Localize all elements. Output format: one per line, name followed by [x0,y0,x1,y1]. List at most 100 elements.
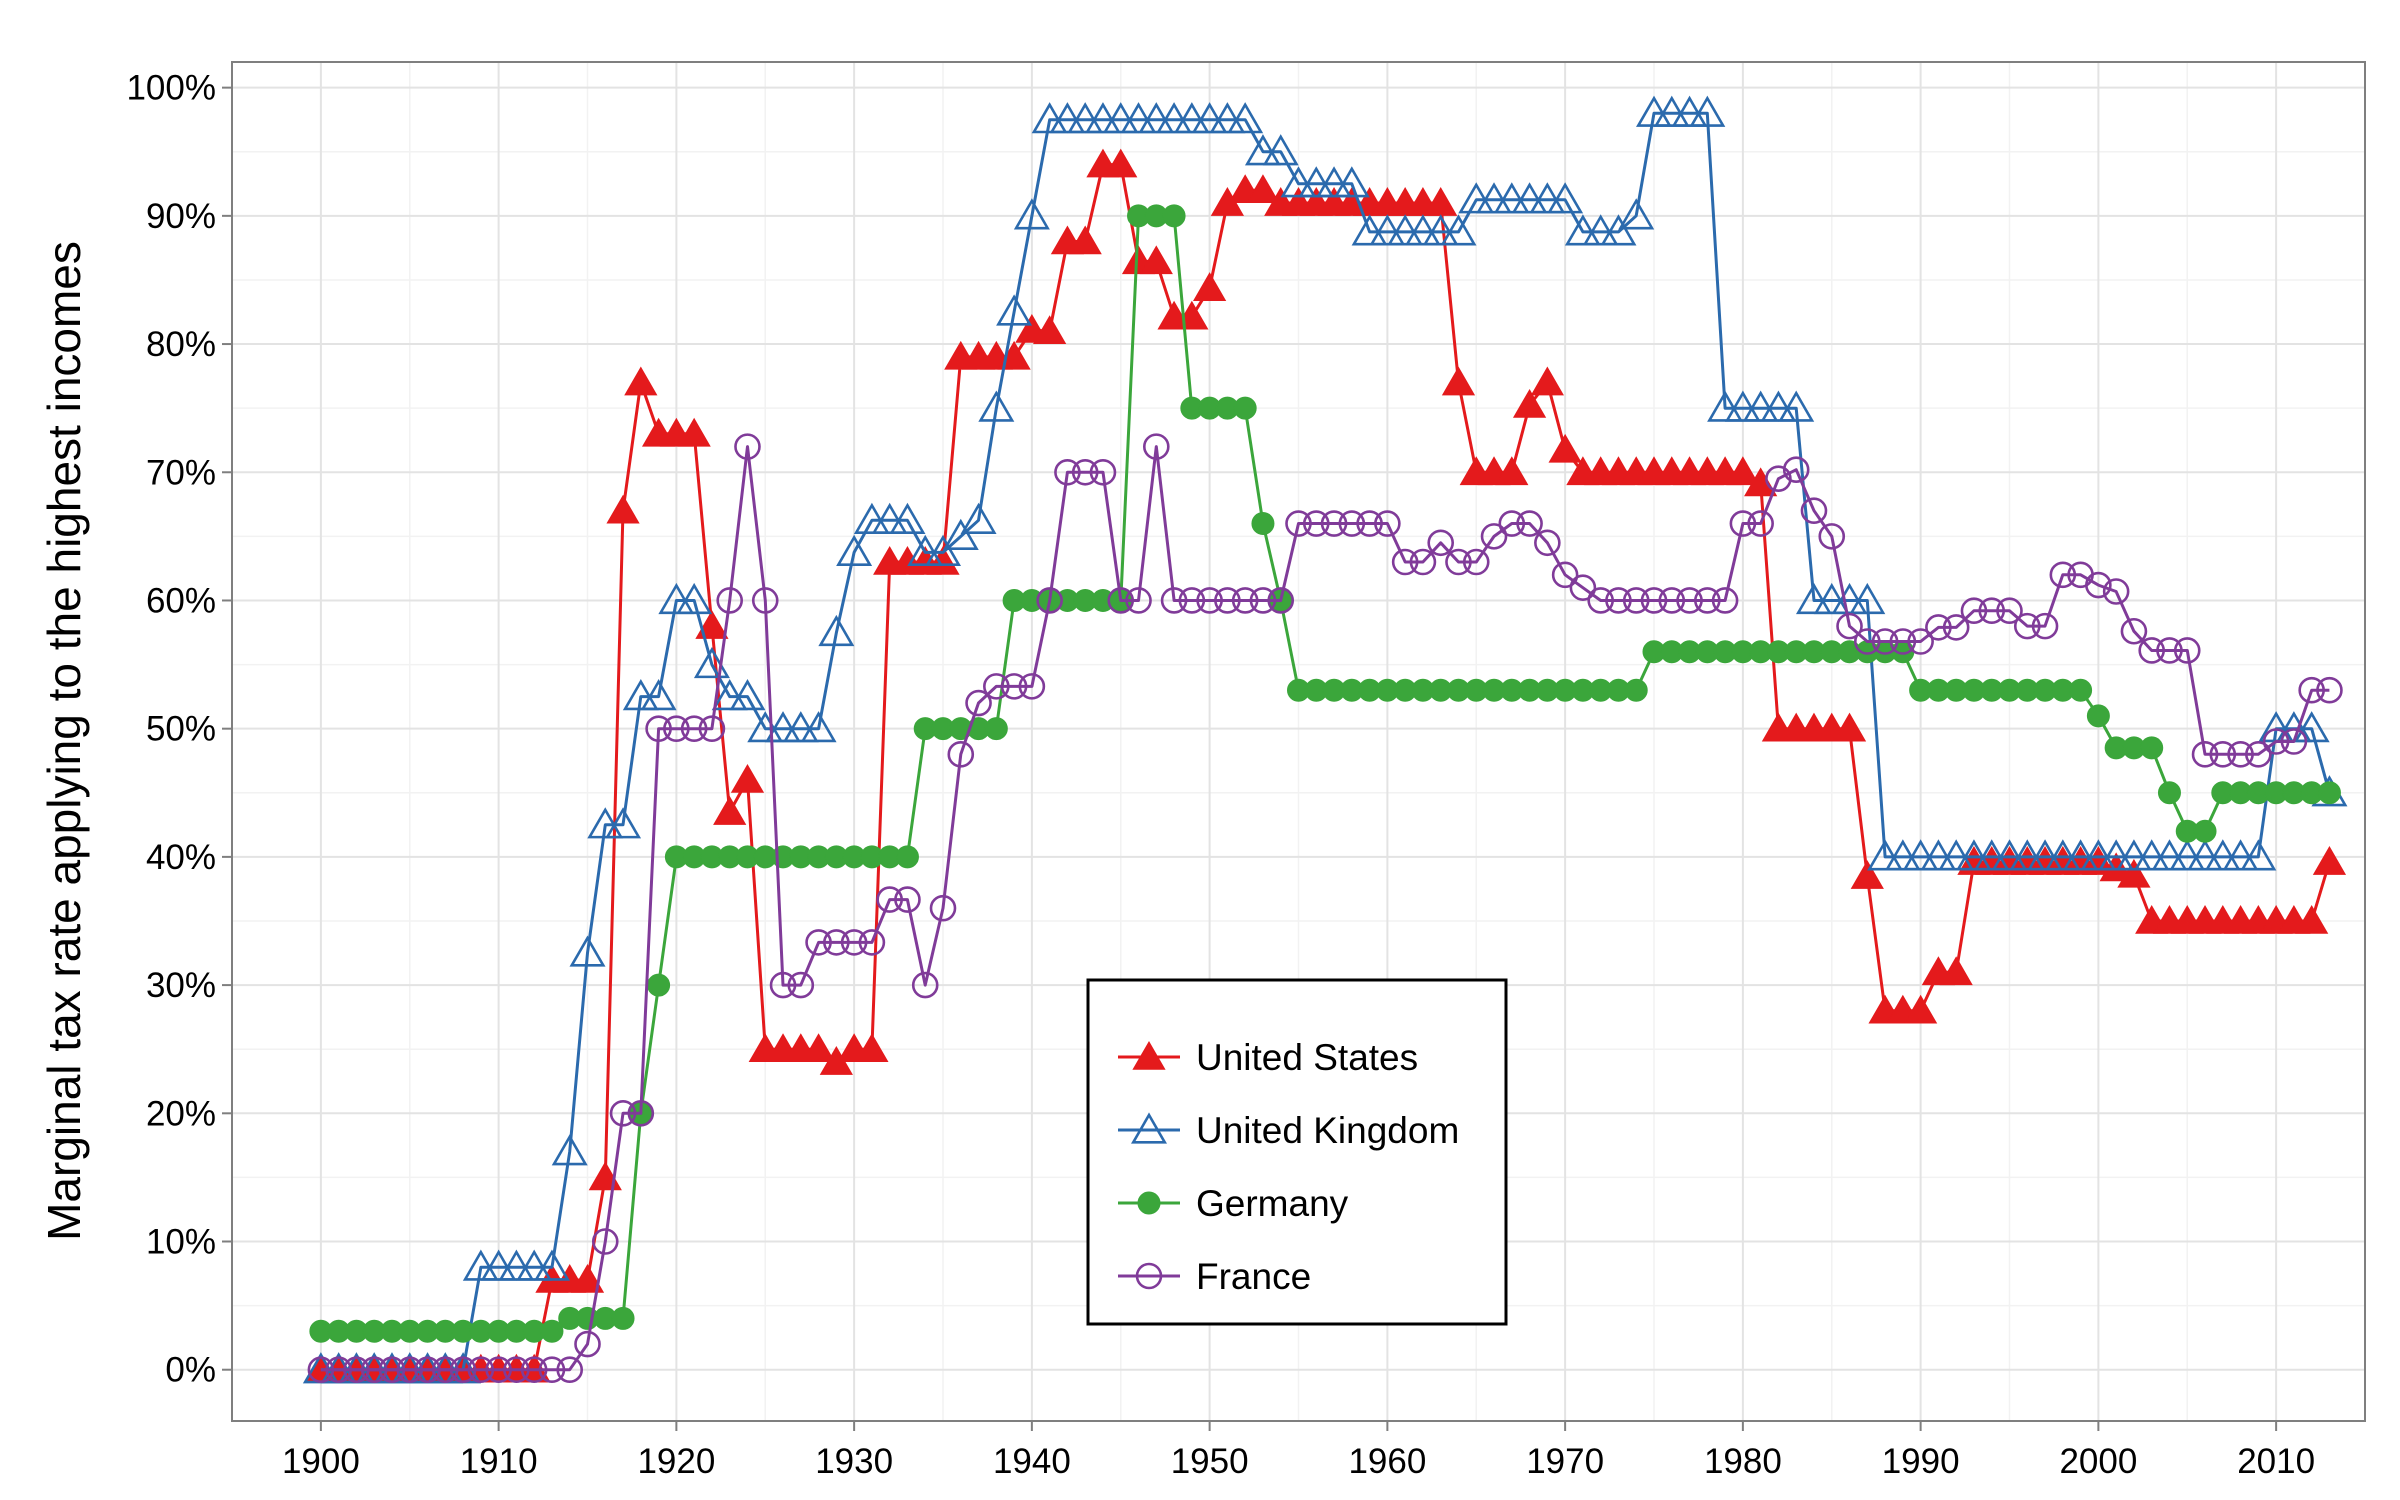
data-point [1707,390,1744,422]
data-point [1529,182,1566,214]
data-point [1582,214,1619,246]
data-point [889,502,926,534]
data-point [1902,839,1939,871]
y-tick-label: 0% [165,1351,216,1390]
data-point [1534,529,1561,557]
data-point [805,929,832,956]
data-point [1476,182,1513,214]
data-point [2013,612,2041,640]
data-point [2157,781,2181,805]
y-tick-label: 50% [146,710,216,749]
data-point [516,1249,553,1281]
data-point [1778,390,1815,422]
data-point [467,1356,495,1384]
data-point [574,1330,601,1358]
data-point [1422,214,1459,246]
data-point [2151,839,2188,871]
data-point [480,1249,517,1281]
data-point [1495,456,1529,486]
data-point [2295,904,2329,934]
data-point [1832,712,1867,742]
data-point [307,1356,335,1384]
data-point [1125,587,1152,614]
legend-label: United Kingdom [1196,1110,1459,1151]
data-point [1711,587,1739,614]
data-point [1867,839,1904,871]
data-point [1369,214,1406,246]
y-tick-label: 80% [146,325,216,364]
x-tick-label: 1980 [1704,1442,1782,1481]
data-point [871,502,908,534]
data-point [2317,781,2341,805]
data-point [1285,510,1312,537]
data-point [1955,839,1992,871]
data-point [676,582,713,615]
data-point [1480,523,1508,550]
data-point [1618,198,1655,230]
data-point [1320,510,1348,537]
legend-label: France [1196,1256,1311,1297]
data-point [2293,711,2330,743]
data-point [1160,587,1188,614]
data-point [1387,214,1424,246]
data-point [2086,704,2110,728]
data-point [960,502,997,534]
data-point [1765,465,1792,492]
data-point [1498,510,1526,537]
data-point [2049,561,2077,589]
data-point [2098,839,2135,871]
data-point [570,1263,605,1293]
series-united-states [304,148,2347,1383]
data-point [2099,852,2133,882]
data-point [1813,582,1850,615]
data-point [1231,587,1259,614]
x-tick-label: 1920 [637,1442,715,1481]
data-point [1605,587,1632,614]
data-point [1143,433,1170,460]
data-point [449,1356,477,1384]
y-axis-title: Marginal tax rate applying to the highes… [38,241,90,1241]
data-point [1262,134,1299,166]
data-point [1280,166,1317,198]
minor-gridlines [232,62,2365,1421]
legend: United States United Kingdom Germany France [1086,978,1508,1326]
data-point [1068,225,1102,255]
data-point [1089,458,1117,486]
data-point [1511,182,1548,214]
data-point [894,886,921,913]
data-point [907,534,944,566]
data-point [1031,102,1068,134]
data-point [1104,148,1138,178]
data-point [2169,839,2206,871]
series-france [307,433,2343,1384]
data-point [1569,574,1597,601]
data-point [378,1356,406,1384]
data-point [1795,582,1832,615]
data-point [1013,198,1050,230]
data-point [360,1356,388,1384]
data-point [1587,587,1614,614]
data-point [538,1356,566,1384]
data-point [1547,182,1584,214]
data-point [1233,396,1257,420]
data-point [647,973,671,997]
plot-border [231,61,2366,1422]
data-point [1904,994,1938,1024]
data-point [2227,741,2254,768]
data-point [520,1356,548,1384]
data-point [1653,95,1690,127]
data-point [1760,390,1797,422]
data-point [1920,839,1957,871]
data-point [1516,510,1543,537]
data-point [2156,637,2183,664]
data-point [1156,102,1193,134]
data-point [840,929,868,956]
data-point [503,1356,530,1384]
series-line [320,445,2330,1372]
data-point [2138,637,2165,664]
data-point [1302,510,1330,537]
data-point [1333,166,1370,198]
data-point [747,711,784,743]
data-point [1178,587,1206,614]
data-point [498,1249,535,1281]
